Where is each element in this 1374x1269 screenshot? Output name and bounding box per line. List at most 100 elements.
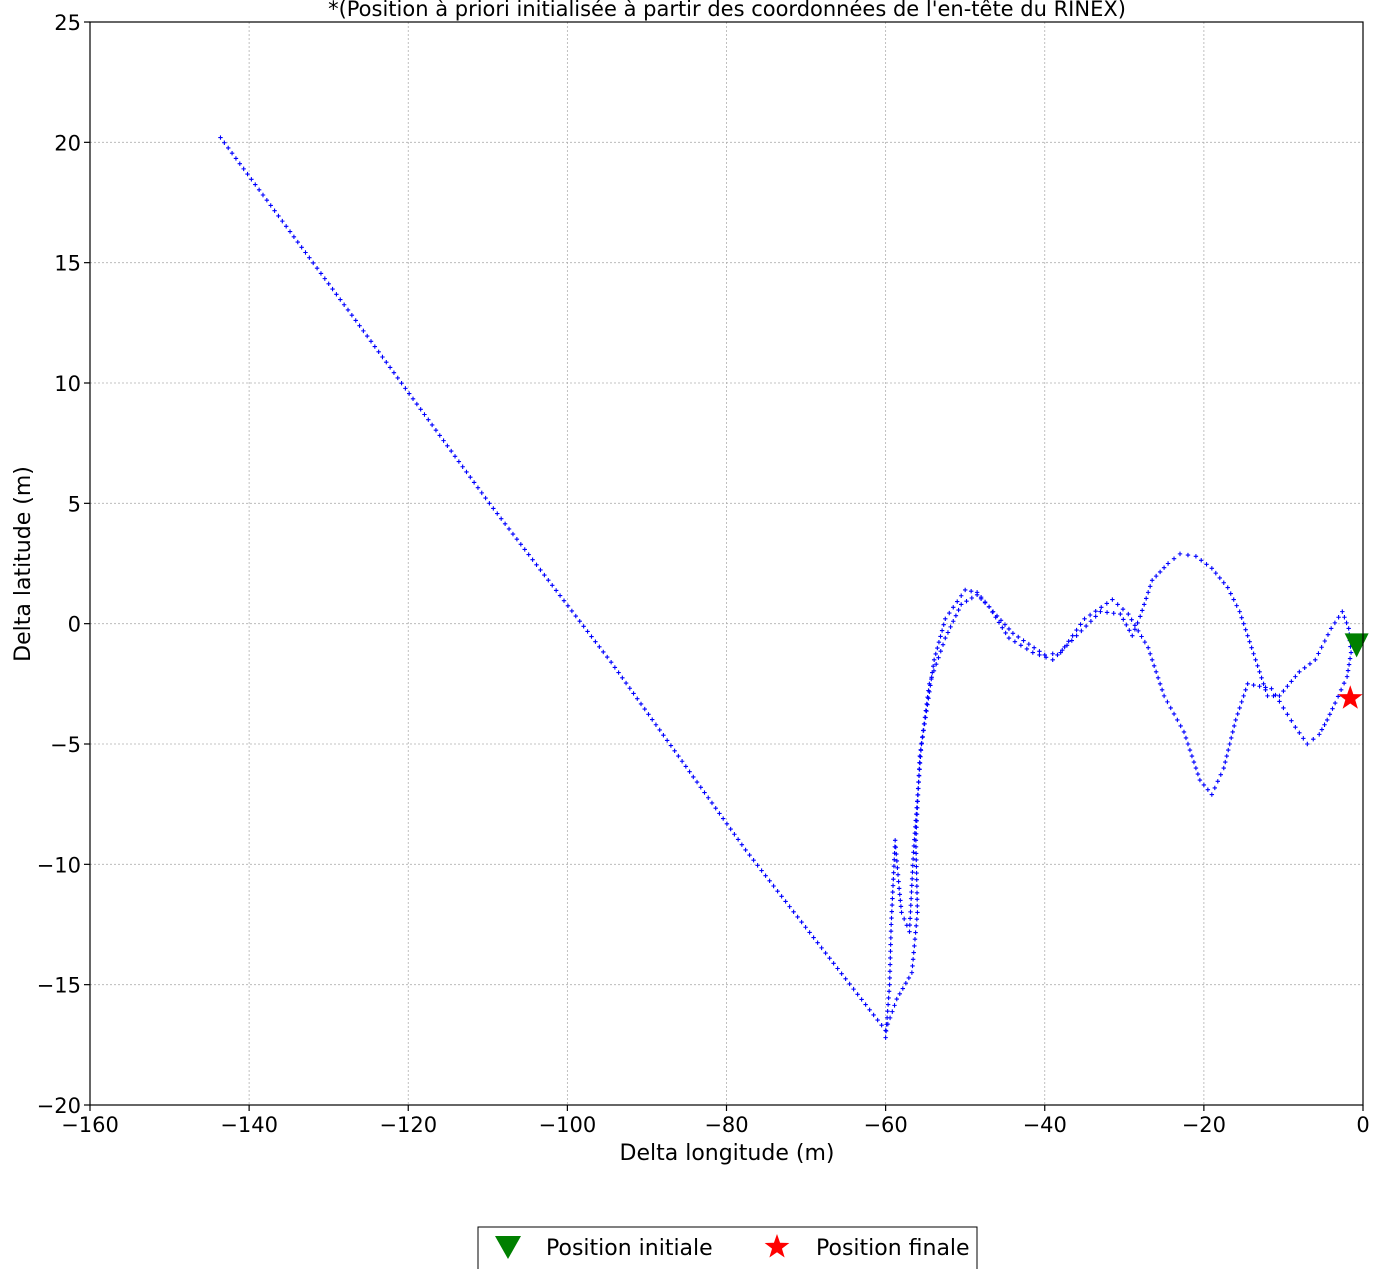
track-point [1319, 727, 1325, 732]
track-point [1161, 565, 1167, 570]
track-point [635, 696, 640, 701]
track-point [1245, 633, 1250, 638]
track-point [927, 681, 932, 687]
track-point [783, 899, 788, 904]
track-point [855, 992, 860, 997]
track-point [962, 587, 968, 593]
track-point [1171, 711, 1177, 717]
track-point [1247, 639, 1252, 644]
track-point [502, 521, 508, 527]
track-point [345, 307, 351, 313]
track-point [1165, 699, 1170, 705]
track-point [934, 662, 939, 667]
y-tick-label: 0 [68, 613, 81, 637]
track-point [913, 818, 919, 823]
track-point [1191, 759, 1197, 765]
track-point [1327, 712, 1333, 717]
track-point [763, 873, 768, 878]
track-point [907, 929, 912, 934]
track-point [920, 735, 925, 740]
track-point [706, 795, 711, 800]
x-tick-label: −80 [704, 1113, 748, 1137]
track-point [889, 902, 895, 908]
track-points [218, 135, 1354, 1040]
track-point [433, 427, 439, 433]
track-point [767, 878, 772, 884]
track-point [911, 843, 917, 849]
track-point [894, 858, 900, 864]
track-point [1062, 644, 1067, 650]
track-point [1332, 620, 1338, 626]
x-tick-label: −40 [1023, 1113, 1067, 1137]
track-point [1069, 638, 1074, 643]
legend-label-initial: Position initiale [546, 1236, 713, 1261]
track-point [1074, 633, 1079, 638]
track-point [910, 963, 915, 969]
track-point [888, 935, 894, 941]
track-point [906, 975, 912, 981]
track-point [956, 607, 961, 613]
track-point [616, 670, 621, 675]
track-point [1348, 650, 1354, 655]
track-point [916, 773, 922, 779]
track-point [349, 313, 355, 318]
track-point [1223, 759, 1228, 765]
track-point [1249, 645, 1254, 650]
track-point [941, 622, 946, 627]
track-point [460, 464, 465, 469]
track-point [218, 135, 223, 140]
track-point [1155, 675, 1161, 681]
track-point [732, 832, 737, 837]
track-point [747, 852, 752, 858]
track-point [851, 986, 856, 992]
track-point [914, 890, 920, 895]
track-point [917, 760, 923, 766]
track-point [241, 166, 246, 172]
track-point [1251, 651, 1256, 656]
track-point [909, 876, 915, 881]
track-point [1226, 747, 1231, 753]
track-point [1277, 693, 1282, 699]
track-point [925, 695, 930, 700]
track-point [867, 1007, 872, 1012]
track-point [449, 448, 454, 454]
track-point [795, 914, 800, 920]
initial-position-marker [1344, 633, 1369, 658]
track-point [1243, 687, 1248, 693]
track-point [1265, 693, 1270, 699]
track-point [923, 708, 929, 713]
track-point [916, 780, 921, 785]
track-point [915, 786, 921, 791]
track-point [835, 966, 840, 971]
track-point [452, 454, 458, 459]
track-point [1132, 623, 1138, 628]
track-point [917, 767, 922, 772]
track-point [1064, 643, 1070, 648]
track-point [936, 655, 941, 660]
track-point [910, 957, 916, 962]
track-point [522, 547, 527, 552]
track-point [334, 292, 339, 297]
track-point [581, 624, 586, 629]
track-point [1171, 556, 1177, 561]
track-point [1340, 609, 1345, 614]
track-point [698, 785, 703, 790]
track-point [514, 537, 520, 542]
track-point [1193, 554, 1199, 559]
track-point [1030, 650, 1036, 655]
track-point [1145, 590, 1151, 595]
track-point [623, 680, 629, 686]
track-point [1301, 736, 1306, 741]
track-point [1342, 615, 1347, 620]
track-point [819, 945, 824, 951]
track-point [1237, 705, 1242, 711]
track-point [1297, 730, 1302, 735]
track-point [475, 485, 481, 490]
track-point [642, 706, 647, 712]
track-point [668, 743, 674, 748]
track-point [807, 930, 812, 935]
track-point [1316, 651, 1321, 656]
track-point [982, 600, 988, 606]
track-point [1151, 663, 1157, 668]
track-point [429, 422, 435, 428]
